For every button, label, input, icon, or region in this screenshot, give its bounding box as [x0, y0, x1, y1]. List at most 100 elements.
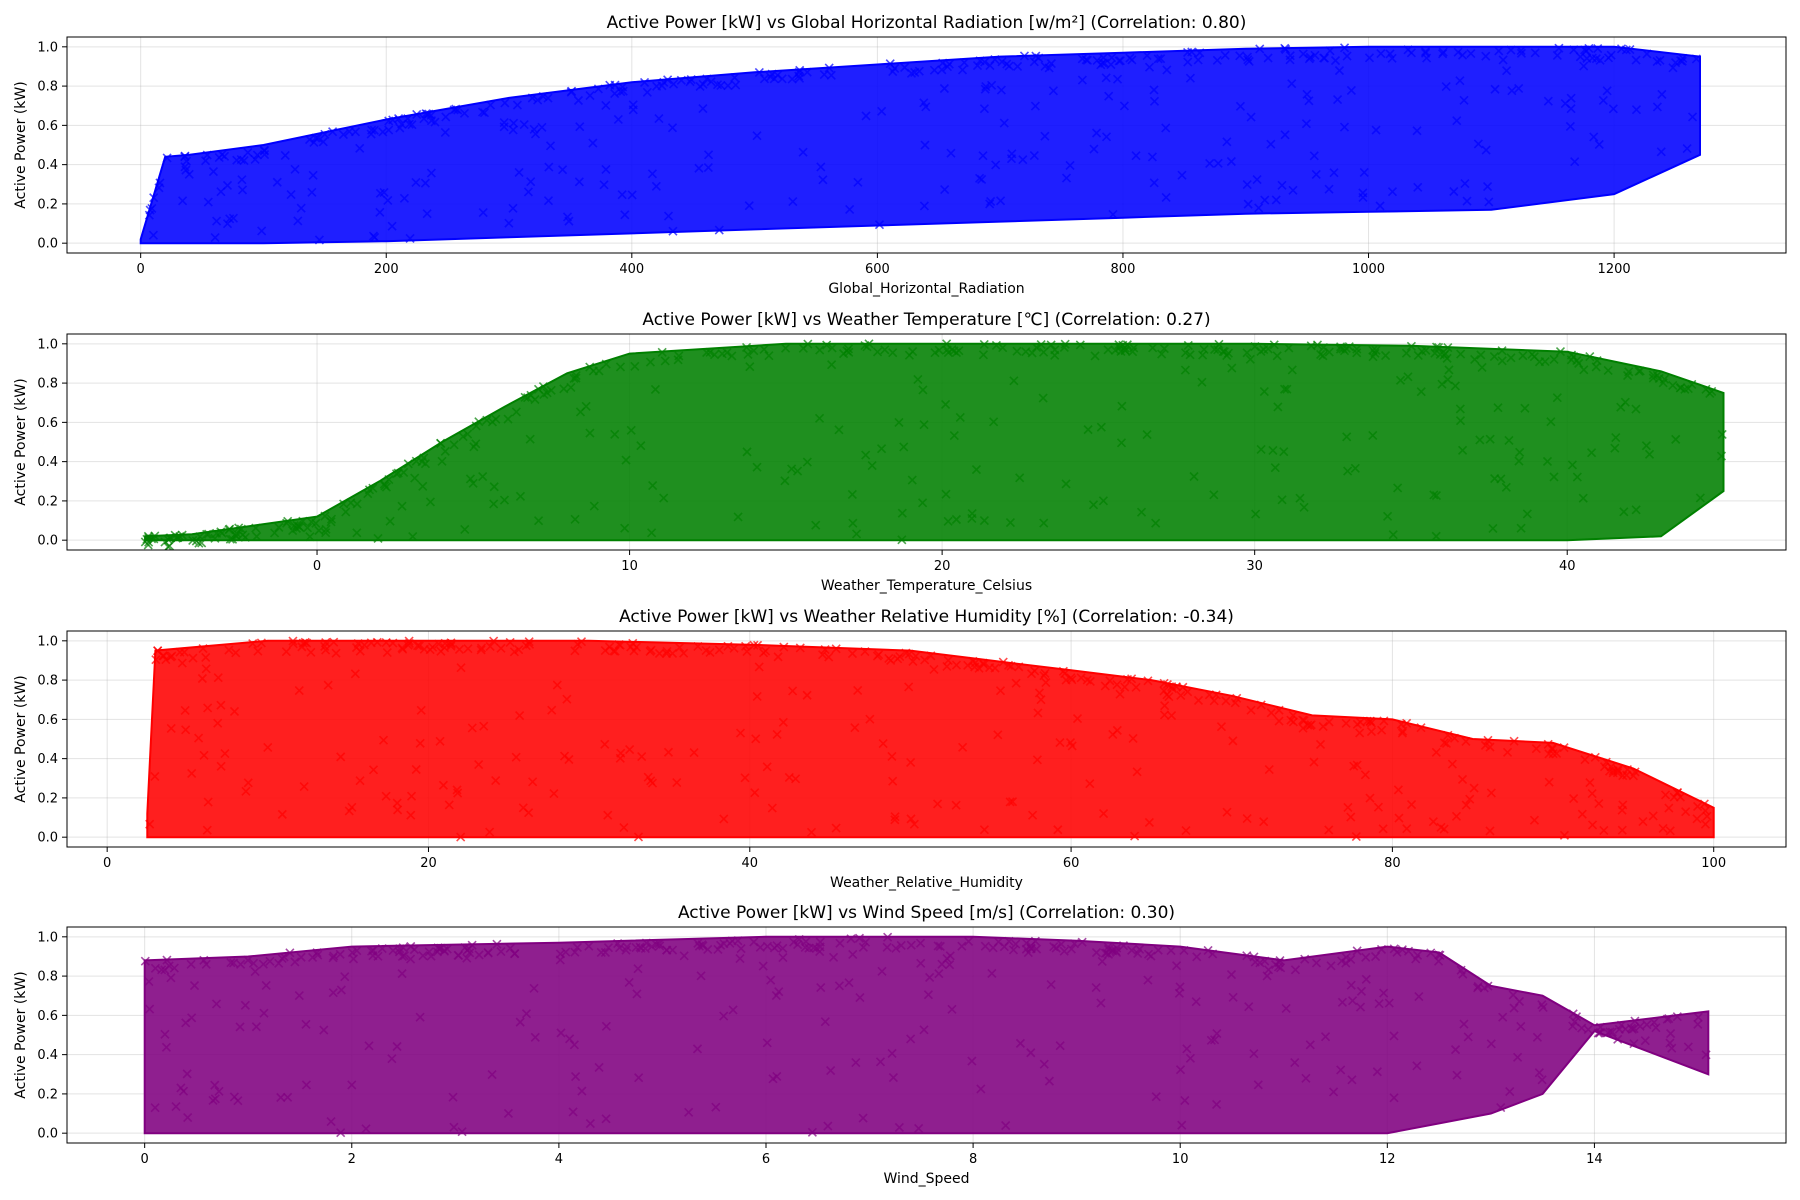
data-point — [1667, 1043, 1677, 1053]
data-point — [166, 652, 176, 662]
series-wind-speed — [140, 932, 1711, 1138]
data-point — [865, 714, 875, 724]
data-point — [302, 523, 313, 533]
data-point — [440, 127, 450, 137]
data-point — [236, 959, 246, 969]
data-point — [1513, 1052, 1523, 1062]
data-point — [1504, 435, 1514, 445]
data-point — [415, 1012, 425, 1022]
data-point — [827, 343, 837, 353]
data-point — [1067, 741, 1077, 751]
data-point — [1350, 463, 1360, 473]
data-point — [1046, 340, 1056, 350]
data-point — [392, 798, 402, 808]
data-point — [220, 748, 230, 759]
data-point — [272, 177, 282, 187]
data-point — [733, 512, 743, 522]
data-point — [189, 981, 200, 991]
data-point — [1040, 131, 1050, 141]
data-point — [432, 947, 442, 957]
data-point — [712, 80, 723, 90]
data-point — [1437, 379, 1447, 389]
data-point — [1065, 160, 1075, 170]
data-point — [355, 143, 365, 153]
chart-title: Active Power [kW] vs Weather Temperature… — [642, 310, 1210, 330]
data-point — [1473, 139, 1483, 149]
data-point — [1166, 710, 1177, 721]
data-point — [508, 203, 518, 213]
data-point — [449, 1122, 459, 1132]
data-point — [1677, 56, 1687, 66]
plot-frame — [66, 630, 1787, 848]
data-point — [731, 80, 741, 90]
data-point — [397, 501, 407, 511]
y-tick-label: 0.2 — [37, 494, 58, 509]
data-point — [187, 768, 197, 778]
data-point — [861, 937, 871, 947]
data-point — [1091, 982, 1101, 993]
data-point — [1676, 383, 1686, 393]
data-point — [850, 723, 860, 733]
y-tick-label: 0.8 — [37, 674, 58, 689]
data-point — [549, 788, 559, 799]
data-point — [762, 941, 773, 951]
data-point — [673, 355, 683, 365]
y-tick-label: 0.0 — [37, 1127, 58, 1142]
data-point — [500, 98, 510, 108]
data-point — [1251, 509, 1261, 519]
data-point — [1455, 416, 1466, 426]
data-point — [998, 343, 1008, 353]
data-point — [975, 173, 985, 183]
data-point — [752, 691, 762, 702]
data-point — [1250, 957, 1260, 967]
data-point — [894, 1122, 904, 1133]
data-point — [1343, 466, 1353, 476]
data-point — [1039, 518, 1049, 528]
data-point — [571, 1071, 581, 1082]
data-point — [430, 117, 440, 127]
data-point — [1466, 49, 1476, 59]
data-point — [1325, 46, 1335, 56]
data-point — [248, 958, 259, 968]
data-point — [1509, 736, 1519, 746]
y-tick-label: 0.6 — [37, 119, 58, 134]
data-point — [1132, 767, 1142, 777]
data-point — [1416, 387, 1426, 397]
data-point — [561, 947, 571, 957]
data-point — [741, 641, 751, 651]
data-point — [1461, 736, 1471, 747]
data-point — [336, 752, 346, 762]
data-point — [1075, 340, 1085, 350]
data-point — [1197, 377, 1207, 387]
data-point — [224, 525, 234, 535]
data-point — [1290, 965, 1301, 975]
data-point — [978, 151, 988, 161]
data-point — [538, 381, 548, 392]
data-point — [449, 440, 459, 450]
data-point — [1669, 792, 1679, 802]
data-point — [336, 985, 346, 995]
data-point — [640, 943, 650, 954]
data-point — [1406, 341, 1416, 351]
data-point — [601, 100, 611, 110]
data-point — [1274, 716, 1284, 726]
data-point — [399, 951, 409, 961]
data-point — [773, 652, 783, 662]
data-point — [355, 776, 365, 786]
data-point — [301, 1019, 311, 1029]
subplot-temperature: 0 10 20 30 40 0.0 0.2 0.4 0.6 0.8 1.0 Active Power … — [13, 310, 1787, 594]
data-point — [884, 653, 894, 664]
data-point — [1693, 1019, 1703, 1029]
data-point — [1002, 59, 1012, 69]
data-point — [1260, 956, 1270, 966]
data-point — [1334, 66, 1345, 76]
data-point — [1142, 51, 1152, 61]
data-point — [1346, 980, 1356, 990]
data-point — [1700, 806, 1710, 816]
data-point — [896, 940, 906, 950]
data-point — [1130, 831, 1140, 841]
data-point — [1029, 151, 1039, 161]
data-point — [1172, 961, 1182, 971]
x-tick-label: 2 — [348, 1152, 356, 1167]
data-point — [398, 943, 408, 953]
